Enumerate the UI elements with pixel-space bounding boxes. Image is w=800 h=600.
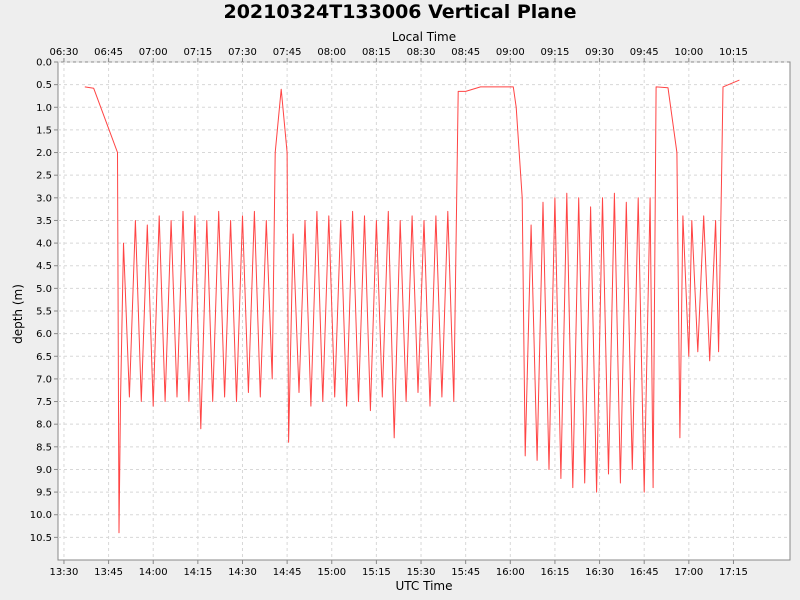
- y-tick-label: 9.5: [36, 488, 52, 499]
- axes: 13:30 13:45 14:00 14:15 14:30 14:45 15:00 15:15…: [30, 47, 748, 578]
- x-tick-label: 16:30: [585, 567, 614, 578]
- x2-tick-label: 07:15: [183, 47, 212, 58]
- y-tick-label: 2.0: [36, 148, 52, 159]
- y-tick-label: 7.5: [36, 397, 52, 408]
- y-tick-label: 4.5: [36, 261, 52, 272]
- y-tick-label: 10.0: [30, 510, 52, 521]
- y-tick-label: 6.5: [36, 352, 52, 363]
- x2-tick-label: 09:45: [630, 47, 659, 58]
- x-tick-label: 17:15: [719, 567, 748, 578]
- chart-title: 20210324T133006 Vertical Plane: [223, 1, 577, 23]
- y-tick-label: 7.0: [36, 374, 52, 385]
- x-tick-label: 14:00: [139, 567, 168, 578]
- y-tick-label: 6.0: [36, 329, 52, 340]
- y-tick-label: 3.0: [36, 193, 52, 204]
- x2-tick-label: 08:15: [362, 47, 391, 58]
- x-tick-label: 16:15: [541, 567, 570, 578]
- x-tick-label: 14:15: [183, 567, 212, 578]
- x-tick-label: 13:45: [94, 567, 123, 578]
- y-tick-label: 4.0: [36, 239, 52, 250]
- y-tick-label: 9.0: [36, 465, 52, 476]
- x-tick-label: 15:00: [317, 567, 346, 578]
- y-tick-label: 0.5: [36, 80, 52, 91]
- y-tick-label: 3.5: [36, 216, 52, 227]
- y-tick-label: 1.0: [36, 103, 52, 114]
- grid: [58, 61, 790, 560]
- x2-tick-label: 10:15: [719, 47, 748, 58]
- x2-tick-label: 06:45: [94, 47, 123, 58]
- y-axis-title: depth (m): [11, 284, 25, 344]
- x2-tick-label: 06:30: [50, 47, 79, 58]
- x2-tick-label: 08:30: [407, 47, 436, 58]
- x-tick-label: 13:30: [50, 567, 79, 578]
- x-tick-label: 16:45: [630, 567, 659, 578]
- x2-tick-label: 08:00: [317, 47, 346, 58]
- x-axis-title: UTC Time: [396, 579, 453, 593]
- x-tick-label: 15:30: [407, 567, 436, 578]
- x2-tick-label: 09:15: [541, 47, 570, 58]
- y-tick-label: 8.0: [36, 420, 52, 431]
- x2-tick-label: 07:45: [273, 47, 302, 58]
- x2-tick-label: 07:00: [139, 47, 168, 58]
- x2-tick-label: 09:30: [585, 47, 614, 58]
- y-tick-label: 8.5: [36, 442, 52, 453]
- y-tick-label: 2.5: [36, 171, 52, 182]
- x-tick-label: 17:00: [674, 567, 703, 578]
- x-tick-label: 14:30: [228, 567, 257, 578]
- depth-series-line: [84, 79, 740, 534]
- x-tick-label: 16:00: [496, 567, 525, 578]
- x2-tick-label: 09:00: [496, 47, 525, 58]
- x2-tick-label: 08:45: [451, 47, 480, 58]
- y-tick-label: 5.5: [36, 307, 52, 318]
- x2-tick-label: 07:30: [228, 47, 257, 58]
- x-tick-label: 15:15: [362, 567, 391, 578]
- y-tick-label: 0.0: [36, 58, 52, 69]
- y-tick-label: 10.5: [30, 533, 52, 544]
- x-tick-label: 14:45: [273, 567, 302, 578]
- x-tick-label: 15:45: [451, 567, 480, 578]
- y-tick-label: 5.0: [36, 284, 52, 295]
- series-group: [84, 79, 740, 534]
- x2-axis-title: Local Time: [392, 30, 456, 44]
- x2-tick-label: 10:00: [674, 47, 703, 58]
- y-tick-label: 1.5: [36, 125, 52, 136]
